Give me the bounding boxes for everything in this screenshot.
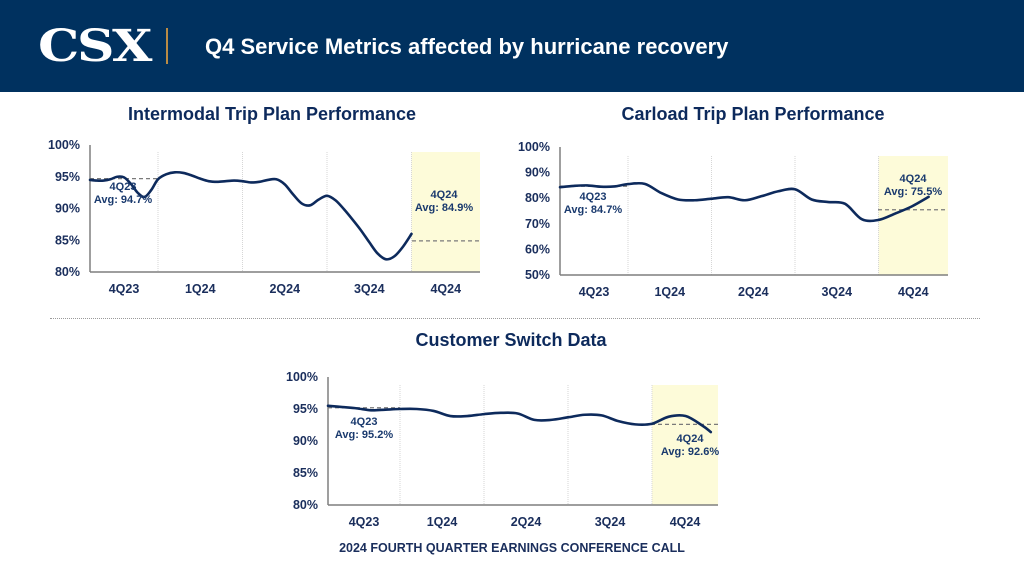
annotation-period: 4Q24	[900, 173, 928, 185]
annotation-period: 4Q23	[351, 416, 378, 428]
carload-chart-title: Carload Trip Plan Performance	[621, 104, 885, 124]
highlight-region	[411, 152, 480, 272]
y-tick-label: 90%	[293, 434, 318, 448]
annotation-average: Avg: 95.2%	[335, 429, 394, 441]
annotation-period: 4Q24	[677, 433, 705, 445]
header-banner: CSX Q4 Service Metrics affected by hurri…	[0, 0, 1024, 92]
annotation-average: Avg: 84.9%	[415, 202, 474, 214]
y-tick-label: 100%	[286, 370, 318, 384]
y-tick-label: 90%	[525, 166, 550, 180]
y-tick-label: 100%	[48, 138, 80, 152]
x-tick-label: 4Q24	[898, 285, 929, 299]
annotation-period: 4Q23	[580, 191, 607, 203]
y-tick-label: 70%	[525, 217, 550, 231]
series-line	[326, 404, 713, 434]
y-tick-label: 50%	[525, 268, 550, 282]
x-tick-label: 3Q24	[821, 285, 852, 299]
y-tick-label: 85%	[55, 233, 80, 247]
y-tick-label: 60%	[525, 242, 550, 256]
annotation-average: Avg: 84.7%	[564, 204, 623, 216]
series-line	[88, 170, 413, 261]
annotation-period: 4Q24	[431, 189, 459, 201]
y-tick-label: 80%	[525, 191, 550, 205]
x-tick-label: 4Q23	[109, 282, 140, 296]
intermodal-chart: 80% 85% 90% 95% 100% 4Q23 1Q24 2Q24 3Q24 4Q24 4Q23…	[48, 138, 480, 296]
x-tick-label: 4Q23	[579, 285, 610, 299]
annotation-average: Avg: 75.5%	[884, 186, 943, 198]
x-tick-label: 2Q24	[269, 282, 300, 296]
x-tick-label: 3Q24	[595, 515, 626, 529]
highlight-region	[652, 385, 718, 505]
y-tick-label: 100%	[518, 140, 550, 154]
x-tick-label: 3Q24	[354, 282, 385, 296]
x-tick-label: 2Q24	[738, 285, 769, 299]
carload-chart: 50% 60% 70% 80% 90% 100% 4Q23 1Q24 2Q24 3Q24 4Q24 4…	[518, 140, 948, 299]
series-line	[558, 181, 930, 223]
x-tick-label: 4Q24	[670, 515, 701, 529]
x-tick-label: 2Q24	[511, 515, 542, 529]
y-tick-label: 95%	[55, 170, 80, 184]
y-tick-label: 80%	[55, 265, 80, 279]
header-divider	[166, 28, 168, 64]
annotation-average: Avg: 94.7%	[94, 194, 153, 206]
annotation-average: Avg: 92.6%	[661, 446, 720, 458]
annotation-period: 4Q23	[110, 181, 137, 193]
x-tick-label: 4Q23	[349, 515, 380, 529]
x-tick-label: 1Q24	[654, 285, 685, 299]
customer-switch-chart-title: Customer Switch Data	[415, 330, 607, 350]
y-tick-label: 95%	[293, 402, 318, 416]
y-tick-label: 85%	[293, 466, 318, 480]
page-title: Q4 Service Metrics affected by hurricane…	[205, 34, 729, 59]
x-tick-label: 1Q24	[427, 515, 458, 529]
csx-logo: CSX	[38, 21, 152, 72]
y-tick-label: 80%	[293, 498, 318, 512]
footer-text: 2024 FOURTH QUARTER EARNINGS CONFERENCE …	[339, 541, 685, 555]
intermodal-chart-title: Intermodal Trip Plan Performance	[127, 104, 417, 124]
customer-switch-chart: 80% 85% 90% 95% 100% 4Q23 1Q24 2Q24 3Q24 4Q24 4Q23…	[286, 370, 719, 529]
x-tick-label: 1Q24	[185, 282, 216, 296]
section-divider	[50, 318, 980, 319]
y-tick-label: 90%	[55, 202, 80, 216]
x-tick-label: 4Q24	[430, 282, 461, 296]
